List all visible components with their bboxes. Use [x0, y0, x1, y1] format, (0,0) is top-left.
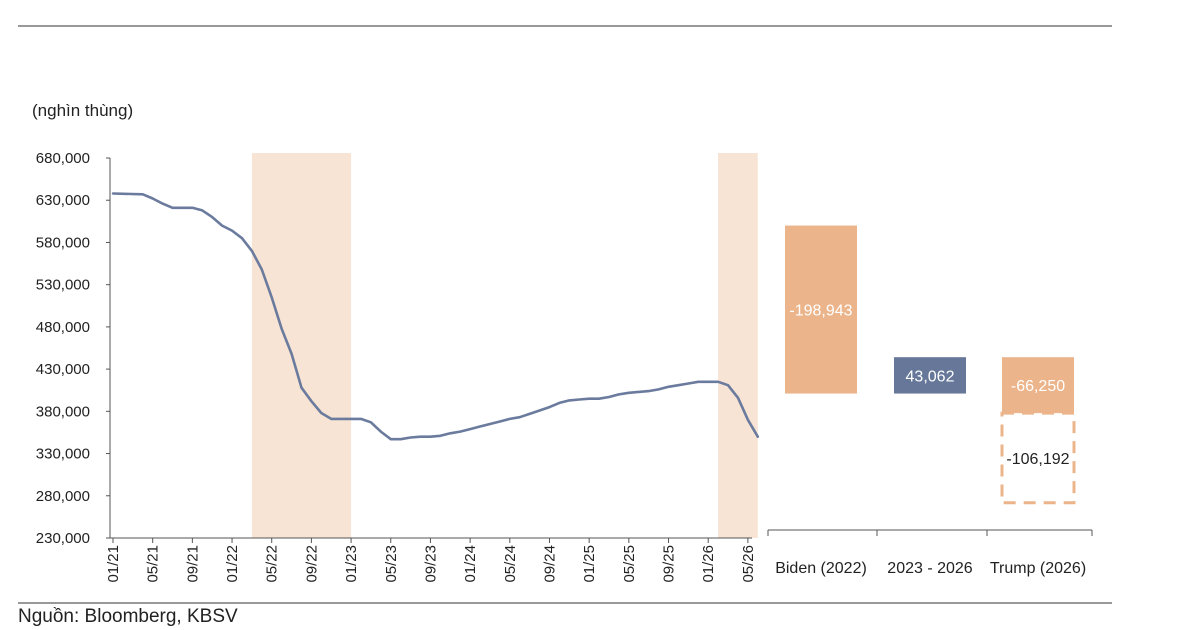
waterfall-bar-label: -66,250 [1011, 378, 1065, 395]
waterfall-bar-label: -106,192 [1006, 451, 1069, 468]
line-series [111, 192, 760, 441]
x-tick-label: 09/25 [661, 545, 678, 583]
source-note: Nguồn: Bloomberg, KBSV [18, 606, 238, 627]
y-tick-label: 580,000 [36, 234, 90, 251]
x-tick-label: 01/23 [343, 545, 360, 583]
y-tick-label: 230,000 [36, 530, 90, 547]
y-tick-label: 380,000 [36, 403, 90, 420]
y-tick-label: 330,000 [36, 446, 90, 463]
x-tick-label: 05/26 [740, 545, 757, 583]
waterfall-category-label: Trump (2026) [990, 560, 1086, 577]
y-axis-unit-label: (nghìn thùng) [32, 101, 133, 120]
waterfall-bar-label: -198,943 [789, 303, 852, 320]
shaded-period-2 [718, 153, 758, 538]
x-tick-label: 09/23 [422, 545, 439, 583]
shaded-periods [251, 153, 758, 538]
waterfall-bar-1 [785, 225, 857, 394]
x-tick-label: 09/24 [541, 545, 558, 583]
x-tick-label: 01/22 [224, 545, 241, 583]
shaded-period-1 [251, 153, 352, 538]
waterfall-bars: -198,943 43,062 -66,250 -106,192 [785, 225, 1076, 505]
y-tick-label: 280,000 [36, 488, 90, 505]
waterfall-bar-2 [894, 357, 966, 394]
waterfall-category-label: Biden (2022) [775, 560, 867, 577]
y-tick-label: 480,000 [36, 319, 90, 336]
x-tick-label: 01/25 [581, 545, 598, 583]
waterfall-category-label: 2023 - 2026 [887, 560, 973, 577]
waterfall-bar-3 [1002, 357, 1074, 414]
x-tick-label: 05/24 [502, 545, 519, 583]
x-tick-label: 01/26 [700, 545, 717, 583]
x-tick-label: 05/22 [264, 545, 281, 583]
inventory-line-1 [111, 192, 760, 441]
waterfall-x-axis: Biden (2022) 2023 - 2026 Trump (2026) [767, 529, 1093, 577]
x-tick-label: 09/21 [184, 545, 201, 583]
y-axis: 680,000 630,000 580,000 530,000 480,000 430,0… [36, 150, 111, 547]
x-tick-label: 01/21 [105, 545, 122, 583]
y-tick-label: 430,000 [36, 361, 90, 378]
y-tick-label: 680,000 [36, 150, 90, 167]
x-tick-label: 05/21 [145, 545, 162, 583]
x-axis: 01/21 05/21 09/21 01/22 05/22 09/22 01/23 05/23… [105, 537, 757, 583]
x-tick-label: 09/22 [303, 545, 320, 583]
y-tick-label: 530,000 [36, 277, 90, 294]
y-tick-label: 630,000 [36, 192, 90, 209]
x-tick-label: 01/24 [462, 545, 479, 583]
x-tick-label: 05/25 [621, 545, 638, 583]
x-tick-label: 05/23 [383, 545, 400, 583]
waterfall-bar-label: 43,062 [906, 368, 955, 385]
